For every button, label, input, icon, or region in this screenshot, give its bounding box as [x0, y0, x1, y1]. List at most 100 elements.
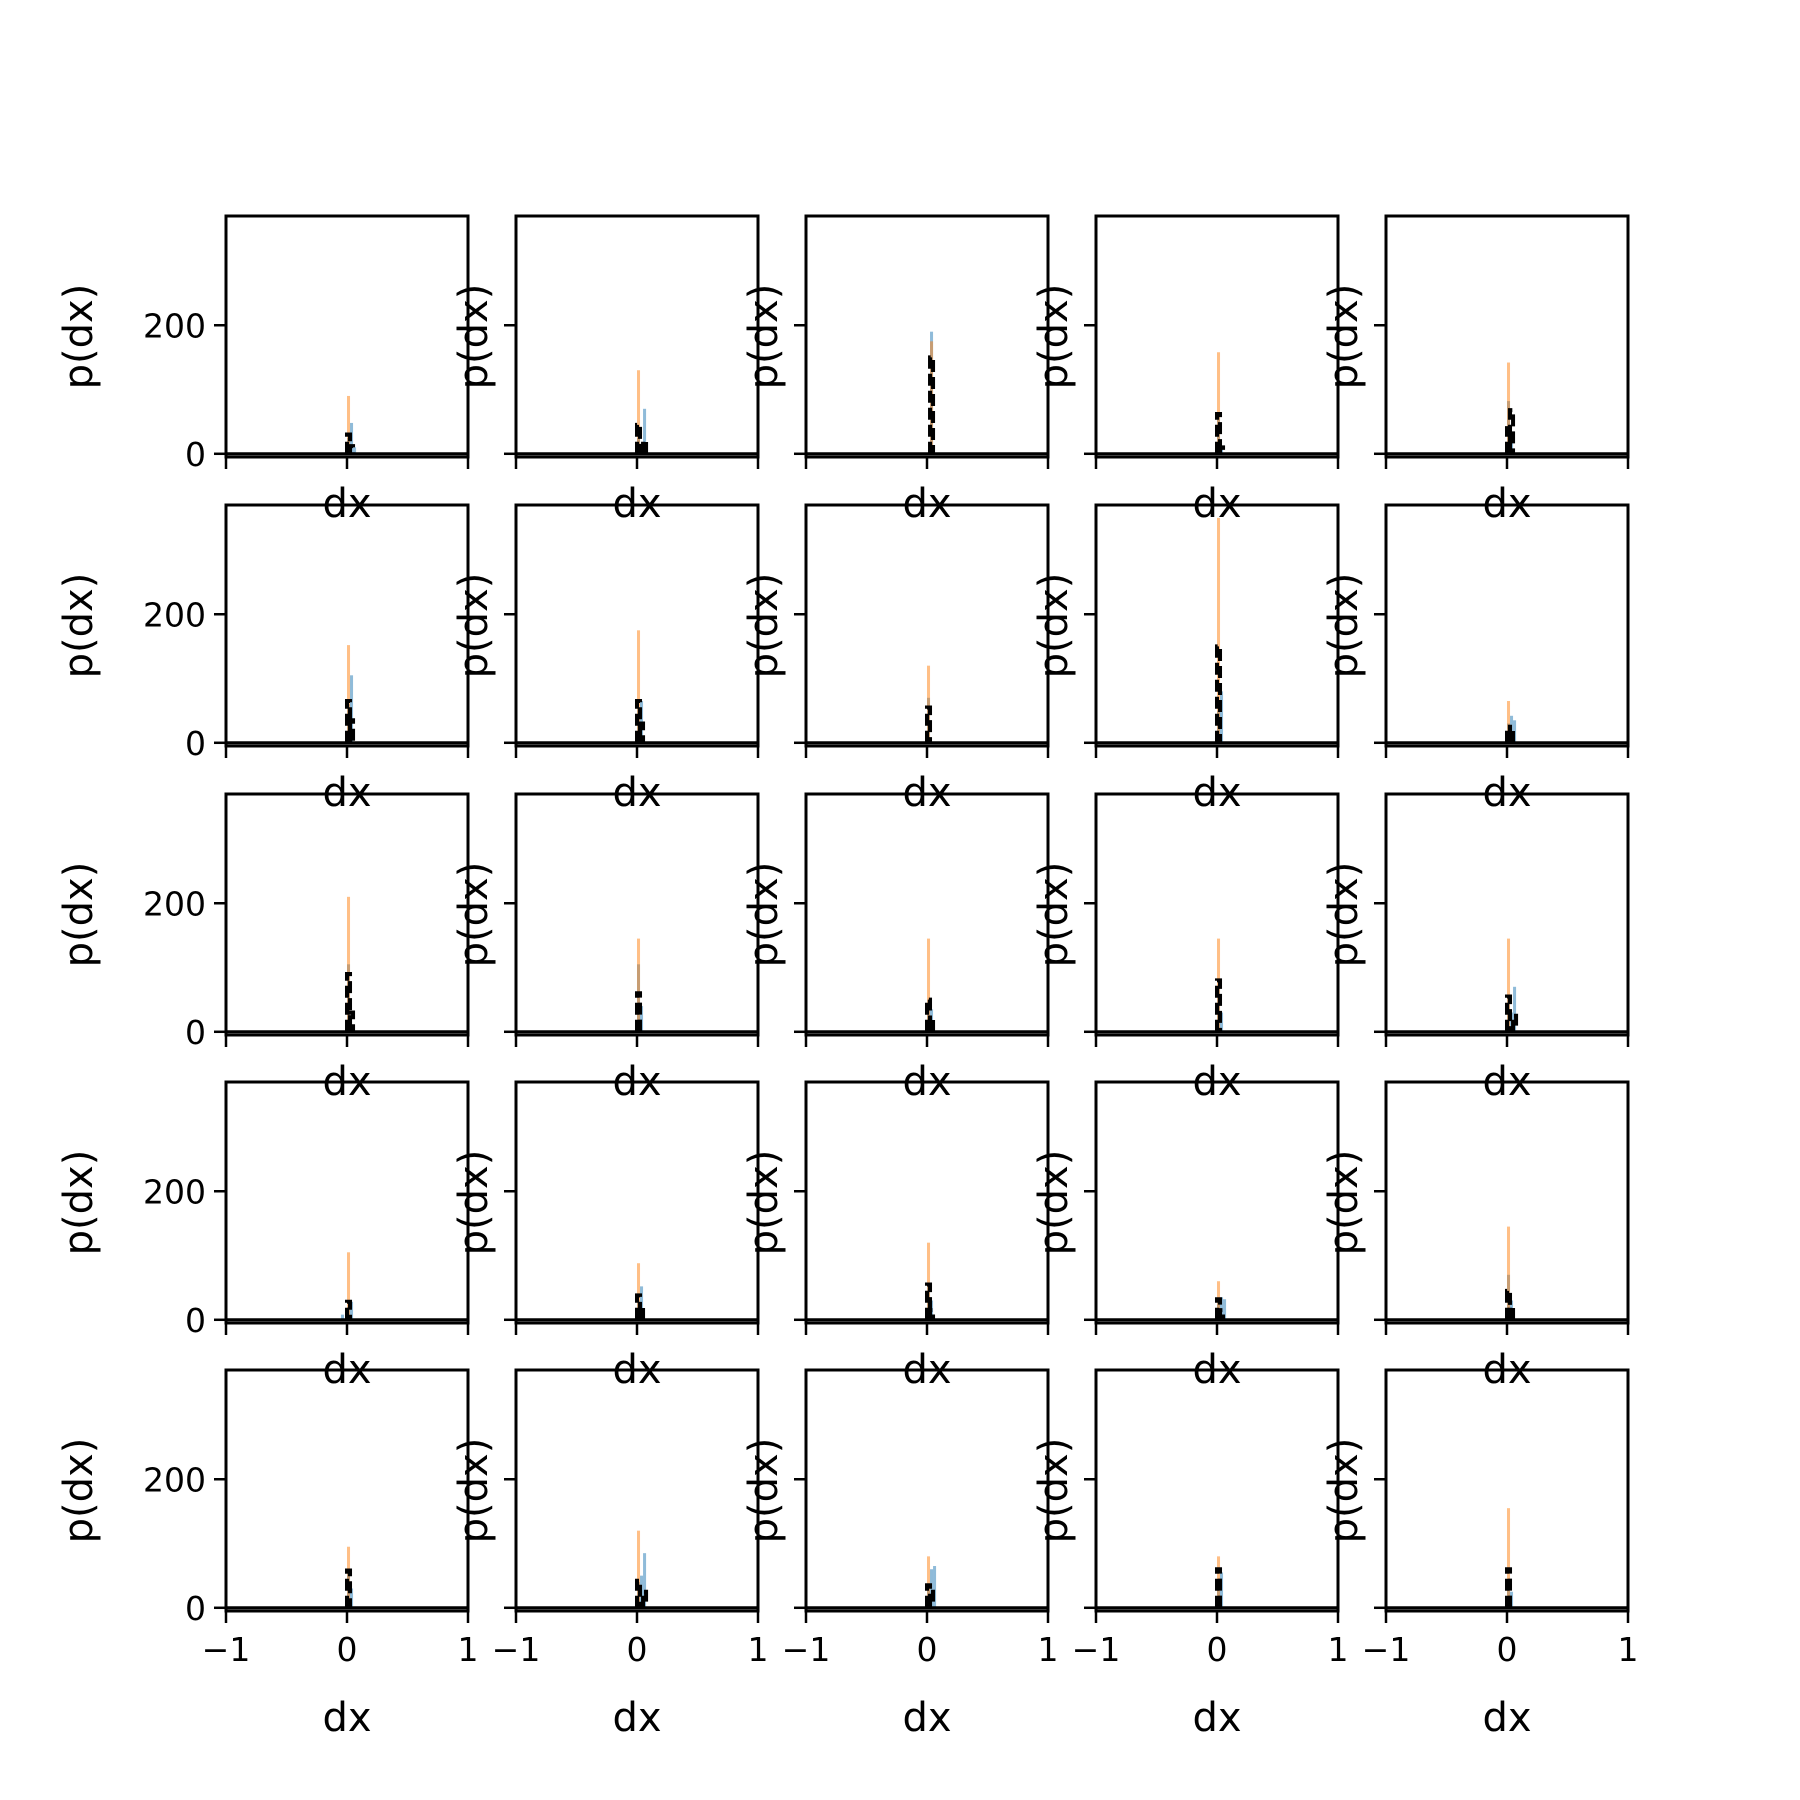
y-axis-label: p(dx)	[741, 284, 787, 390]
blue-bar	[350, 1588, 354, 1608]
y-axis-label: p(dx)	[1031, 1150, 1077, 1256]
dashed-bar	[1215, 644, 1223, 743]
y-axis-label: p(dx)	[1321, 1438, 1367, 1544]
y-tick-label: 0	[185, 724, 206, 763]
subplot-r5-c4: −1 0 1 dx p(dx)	[1031, 1368, 1349, 1741]
blue-bar	[933, 1566, 937, 1608]
dashed-bar	[1215, 1567, 1223, 1608]
subplot-r4-c5: dxp(dx)	[1321, 1080, 1630, 1393]
dashed-bar	[1508, 1304, 1516, 1320]
x-tick-label: 1	[458, 1630, 479, 1669]
dashed-bar	[928, 1308, 936, 1320]
x-tick-label: 0	[1207, 1630, 1228, 1669]
dashed-bar	[1218, 445, 1226, 454]
y-axis-label: p(dx)	[741, 573, 787, 679]
x-tick-label: −1	[202, 1630, 251, 1669]
orange-bar	[1507, 1508, 1511, 1608]
dashed-bar	[345, 1568, 353, 1608]
y-tick-label: 200	[143, 595, 206, 634]
subplot-r1-c5: dxp(dx)	[1321, 214, 1630, 527]
dashed-bar	[635, 1293, 643, 1320]
dashed-bar	[1215, 411, 1223, 454]
dashed-bar	[1215, 1297, 1223, 1320]
dashed-bar	[1215, 978, 1223, 1032]
x-tick-label: 1	[1328, 1630, 1349, 1669]
y-axis-label: p(dx)	[1031, 862, 1077, 968]
y-axis-label: p(dx)	[1321, 284, 1367, 390]
x-axis-label: dx	[1192, 1695, 1241, 1741]
dashed-bar	[925, 997, 933, 1032]
y-axis-label: p(dx)	[56, 862, 102, 968]
y-tick-label: 0	[185, 435, 206, 474]
y-axis-label: p(dx)	[1031, 284, 1077, 390]
subplot-r3-c3: dxp(dx)	[741, 792, 1050, 1105]
blue-bar	[643, 1553, 647, 1608]
x-tick-label: 0	[337, 1630, 358, 1669]
y-axis-label: p(dx)	[451, 862, 497, 968]
dashed-bar	[1505, 1567, 1513, 1608]
orange-bar	[927, 1556, 931, 1608]
subplot-r5-c2: −1 0 1 dx p(dx)	[451, 1368, 769, 1741]
subplot-r2-c5: dxp(dx)	[1321, 503, 1630, 816]
x-axis-label: dx	[322, 1695, 371, 1741]
y-axis-label: p(dx)	[451, 1438, 497, 1544]
blue-bar	[640, 1006, 644, 1032]
orange-bar	[1507, 701, 1511, 743]
subplot-r2-c3: dxp(dx)	[741, 503, 1050, 816]
orange-bar	[927, 938, 931, 1032]
subplot-r1-c4: dxp(dx)	[1031, 214, 1340, 527]
blue-bar	[643, 408, 647, 454]
y-axis-label: p(dx)	[741, 1438, 787, 1544]
y-tick-label: 0	[185, 1589, 206, 1628]
blue-bar	[1223, 1299, 1227, 1320]
dashed-bar	[345, 699, 353, 743]
dashed-bar	[345, 971, 353, 1032]
y-axis-label: p(dx)	[451, 1150, 497, 1256]
dashed-bar	[1218, 1308, 1226, 1320]
orange-bar	[637, 1263, 641, 1320]
dashed-bar	[635, 422, 643, 454]
orange-bar	[1507, 1226, 1511, 1320]
subplot-r2-c2: dxp(dx)	[451, 503, 760, 816]
x-tick-label: 1	[748, 1630, 769, 1669]
y-tick-label: 200	[143, 1460, 206, 1499]
orange-bar	[1217, 352, 1221, 454]
y-tick-label: 0	[185, 1013, 206, 1052]
y-axis-label: p(dx)	[1321, 573, 1367, 679]
subplot-r5-c3: −1 0 1 dx p(dx)	[741, 1368, 1059, 1741]
dashed-bar	[345, 1299, 353, 1320]
y-tick-label: 200	[143, 306, 206, 345]
subplot-r4-c2: dxp(dx)	[451, 1080, 760, 1393]
dashed-bar	[345, 432, 353, 454]
orange-bar	[347, 1252, 351, 1320]
dashed-bar	[1508, 408, 1516, 454]
y-axis-label: p(dx)	[56, 1438, 102, 1544]
subplot-r5-c5: −1 0 1 dx p(dx)	[1321, 1368, 1639, 1741]
x-tick-label: −1	[492, 1630, 541, 1669]
dashed-bar	[348, 718, 356, 743]
x-tick-label: 0	[1497, 1630, 1518, 1669]
dashed-bar	[1508, 727, 1516, 743]
dashed-bar	[348, 444, 356, 454]
y-tick-label: 200	[143, 884, 206, 923]
dashed-bar	[635, 1578, 643, 1608]
x-tick-label: 0	[627, 1630, 648, 1669]
x-axis-label: dx	[1482, 1695, 1531, 1741]
x-tick-label: 1	[1038, 1630, 1059, 1669]
dashed-bar	[925, 1282, 933, 1320]
dashed-bar	[1505, 994, 1513, 1032]
orange-bar	[347, 395, 351, 454]
y-axis-label: p(dx)	[451, 573, 497, 679]
dashed-bar	[928, 1589, 936, 1608]
dashed-bar	[641, 438, 649, 454]
blue-bar	[353, 447, 357, 454]
dashed-bar	[1505, 1288, 1513, 1320]
orange-bar	[927, 1242, 931, 1320]
y-tick-label: 0	[185, 1301, 206, 1340]
dashed-bar	[638, 1304, 646, 1320]
